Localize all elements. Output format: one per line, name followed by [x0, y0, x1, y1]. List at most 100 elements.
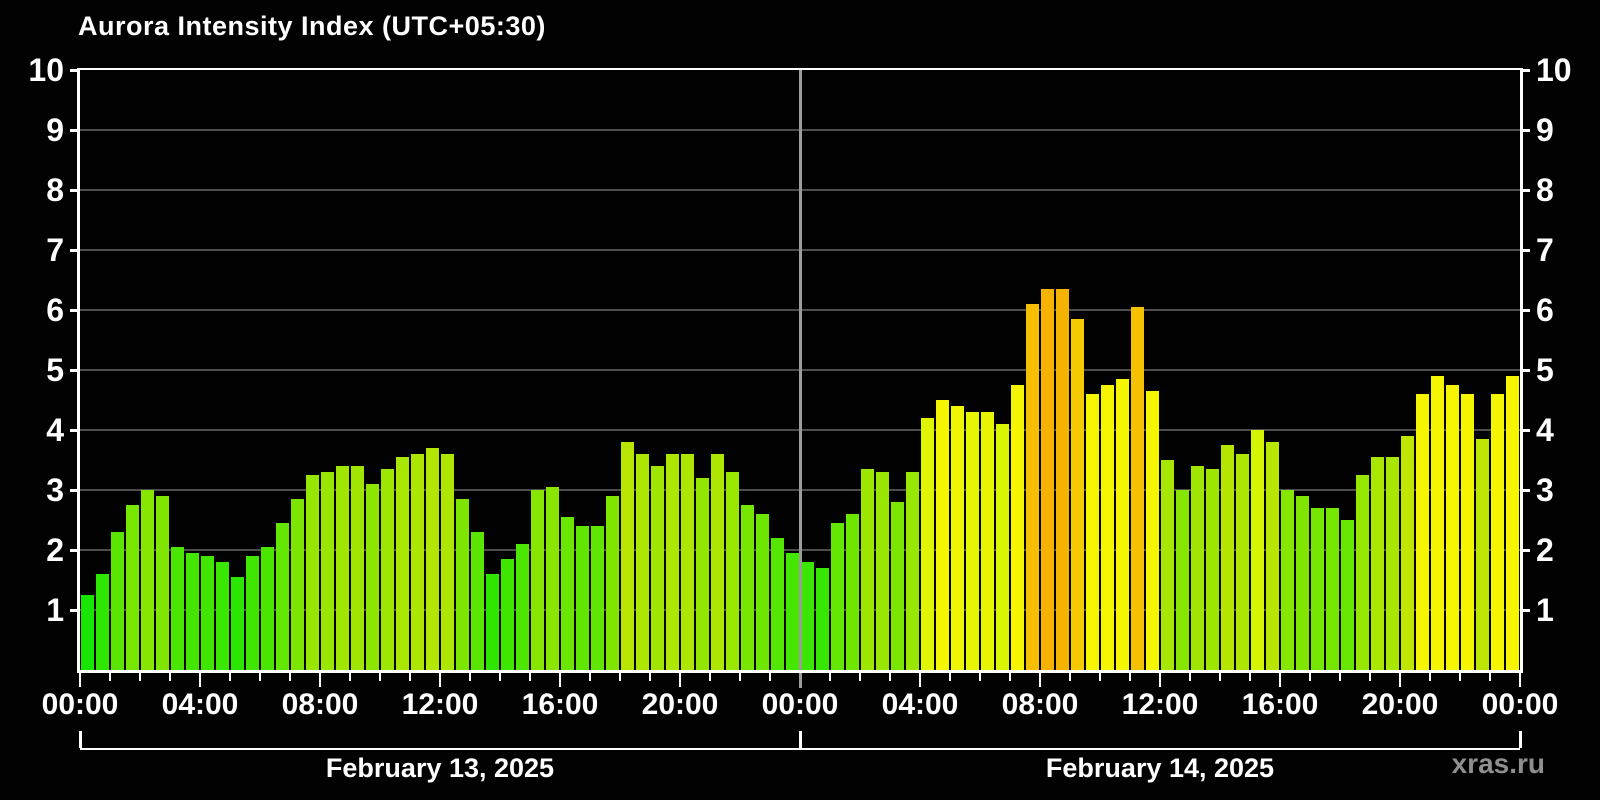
bar	[201, 556, 214, 670]
y-tick-left	[70, 249, 77, 252]
y-axis-label-right: 1	[1536, 592, 1554, 628]
day-bracket-riser	[78, 731, 82, 748]
bar	[306, 475, 319, 670]
bar	[1311, 508, 1324, 670]
bar	[651, 466, 664, 670]
x-minor-tick	[409, 673, 411, 681]
bar	[606, 496, 619, 670]
x-minor-tick	[949, 673, 951, 681]
bar	[366, 484, 379, 670]
bar	[741, 505, 754, 670]
bar	[636, 454, 649, 670]
x-minor-tick	[499, 673, 501, 681]
bar	[591, 526, 604, 670]
bar	[711, 454, 724, 670]
bar	[1341, 520, 1354, 670]
bar	[681, 454, 694, 670]
bar	[1296, 496, 1309, 670]
bar	[546, 487, 559, 670]
y-tick-right	[1523, 489, 1530, 492]
bar	[1191, 466, 1204, 670]
y-tick-right	[1523, 129, 1530, 132]
bar	[996, 424, 1009, 670]
y-tick-left	[70, 129, 77, 132]
bar	[1371, 457, 1384, 670]
x-minor-tick	[379, 673, 381, 681]
x-axis-label: 00:00	[1481, 688, 1559, 721]
x-minor-tick	[1369, 673, 1371, 681]
bar	[1251, 430, 1264, 670]
bar	[231, 577, 244, 670]
x-minor-tick	[1099, 673, 1101, 681]
bar	[1206, 469, 1219, 670]
bar	[351, 466, 364, 670]
date-label: February 14, 2025	[1045, 753, 1275, 783]
bar	[396, 457, 409, 670]
x-major-tick	[439, 673, 441, 687]
bar	[921, 418, 934, 670]
bar	[801, 562, 814, 670]
chart-title: Aurora Intensity Index (UTC+05:30)	[78, 11, 546, 41]
bar	[1026, 304, 1039, 670]
bar	[126, 505, 139, 670]
y-axis-label-left: 5	[46, 352, 64, 388]
x-major-tick	[1279, 673, 1281, 687]
bar	[1266, 442, 1279, 670]
x-minor-tick	[169, 673, 171, 681]
bar	[516, 544, 529, 670]
bar	[261, 547, 274, 670]
y-axis-label-right: 4	[1536, 412, 1554, 448]
bar	[576, 526, 589, 670]
x-axis-label: 12:00	[401, 688, 479, 721]
y-tick-left	[70, 609, 77, 612]
bar	[336, 466, 349, 670]
x-minor-tick	[1189, 673, 1191, 681]
bar	[321, 472, 334, 670]
x-major-tick	[919, 673, 921, 687]
bar	[1236, 454, 1249, 670]
x-minor-tick	[349, 673, 351, 681]
y-tick-right	[1523, 309, 1530, 312]
x-axis-label: 20:00	[641, 688, 719, 721]
day-bracket-riser	[1518, 731, 1522, 748]
y-axis-label-left: 8	[46, 172, 64, 208]
x-axis-label: 00:00	[761, 688, 839, 721]
bar	[411, 454, 424, 670]
bar	[1041, 289, 1054, 670]
x-minor-tick	[289, 673, 291, 681]
bar	[531, 490, 544, 670]
y-tick-right	[1523, 549, 1530, 552]
bar	[846, 514, 859, 670]
x-minor-tick	[1129, 673, 1131, 681]
x-major-tick	[319, 673, 321, 687]
bar	[1056, 289, 1069, 670]
y-axis-label-right: 5	[1536, 352, 1554, 388]
plot-frame-left	[77, 68, 80, 673]
y-tick-right	[1523, 609, 1530, 612]
bar	[891, 502, 904, 670]
y-tick-left	[70, 369, 77, 372]
bar	[81, 595, 94, 670]
y-tick-right	[1523, 189, 1530, 192]
y-axis-label-right: 2	[1536, 532, 1554, 568]
bar	[156, 496, 169, 670]
x-minor-tick	[259, 673, 261, 681]
x-minor-tick	[1249, 673, 1251, 681]
y-tick-right	[1523, 69, 1530, 72]
y-tick-left	[70, 549, 77, 552]
bar	[771, 538, 784, 670]
bar	[1131, 307, 1144, 670]
x-axis-label: 20:00	[1361, 688, 1439, 721]
y-tick-left	[70, 429, 77, 432]
x-axis-label: 00:00	[41, 688, 119, 721]
bar	[471, 532, 484, 670]
bar	[1491, 394, 1504, 670]
bar	[876, 472, 889, 670]
bar	[951, 406, 964, 670]
x-minor-tick	[109, 673, 111, 681]
bar	[426, 448, 439, 670]
bar	[276, 523, 289, 670]
y-tick-left	[70, 489, 77, 492]
x-axis-label: 04:00	[881, 688, 959, 721]
